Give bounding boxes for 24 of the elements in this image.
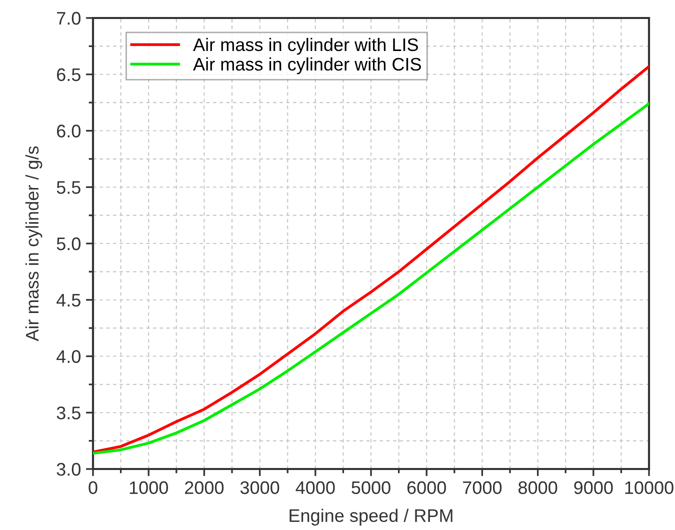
y-tick-label: 3.0 (56, 462, 80, 476)
x-tick-label: 2000 (185, 481, 224, 494)
x-tick-label: 0 (88, 481, 98, 494)
x-tick-label: 5000 (352, 481, 390, 494)
x-tick-label: 10000 (625, 481, 674, 494)
y-tick-label: 7.0 (57, 12, 80, 25)
x-tick-label: 9000 (574, 481, 613, 494)
legend-label: Air mass in cylinder with LIS (193, 38, 418, 55)
x-tick-label: 6000 (407, 481, 446, 494)
x-axis-title: Engine speed / RPM (290, 508, 452, 526)
y-tick-label: 6.0 (57, 124, 80, 138)
y-tick-label: 3.5 (56, 406, 80, 420)
y-tick-label: 6.5 (57, 68, 80, 82)
y-tick-label: 4.0 (56, 350, 80, 363)
y-axis-title: Air mass in cylinder / g/s (25, 146, 42, 342)
x-tick-label: 1000 (130, 481, 168, 494)
y-tick-label: 4.5 (56, 294, 80, 307)
x-tick-label: 4000 (296, 481, 335, 494)
y-tick-label: 5.0 (56, 237, 80, 250)
legend-label: Air mass in cylinder with CIS (193, 57, 421, 74)
x-tick-label: 8000 (518, 481, 558, 494)
x-tick-label: 7000 (463, 481, 502, 494)
y-tick-label: 5.5 (56, 181, 80, 194)
x-tick-label: 3000 (240, 481, 280, 494)
